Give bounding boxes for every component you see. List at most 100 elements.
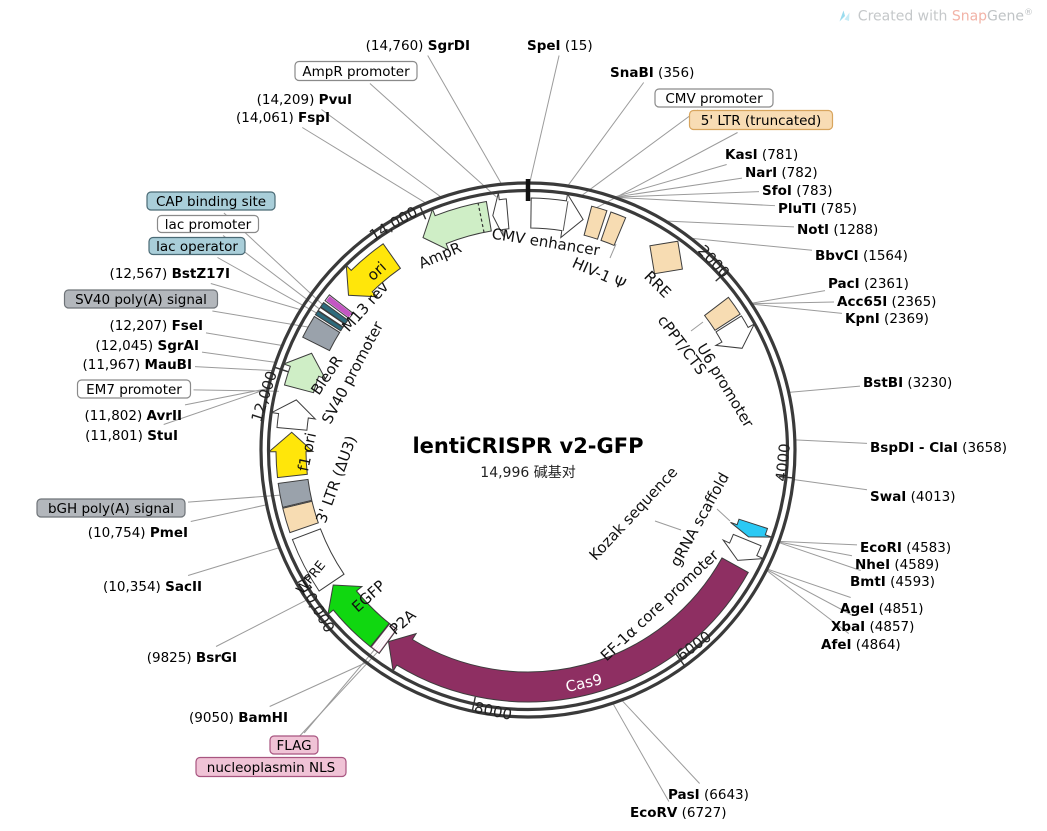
site-bstz17i[interactable]: (12,567) BstZ17I	[110, 266, 230, 282]
site-sacii[interactable]: (10,354) SacII	[103, 579, 202, 595]
cmv-promoter-label-box[interactable]	[654, 88, 774, 108]
feature-f1-ori[interactable]	[267, 431, 315, 479]
feature-hiv1-psi[interactable]	[600, 211, 627, 247]
site-pasi[interactable]: PasI (6643)	[668, 787, 749, 803]
site-fspi[interactable]: (14,061) FspI	[236, 110, 330, 126]
tick-14000	[419, 206, 427, 220]
tick-label-2000: 2000	[694, 241, 733, 281]
tick-6000	[675, 653, 685, 666]
watermark-text: Created with SnapGene®	[857, 8, 1033, 25]
site-bbvci[interactable]: BbvCI (1564)	[815, 248, 908, 264]
site-paci[interactable]: PacI (2361)	[828, 276, 909, 292]
tick-label-8000: 8000	[472, 698, 513, 724]
tick-10000	[297, 575, 310, 584]
5-ltr-label-box[interactable]	[688, 109, 834, 131]
site-nari[interactable]: NarI (782)	[745, 165, 818, 181]
plasmid-length: 14,996 碱基对	[480, 465, 576, 481]
tick-label-14000: 14,000	[366, 203, 420, 245]
site-pvui[interactable]: (14,209) PvuI	[257, 92, 352, 108]
flag-label[interactable]: FLAG	[276, 738, 311, 754]
em7-promoter-label[interactable]: EM7 promoter	[86, 382, 182, 398]
site-fsei[interactable]: (12,207) FseI	[110, 318, 204, 334]
feature-bgh-polya[interactable]	[277, 478, 313, 508]
feature-ef1a-core-promoter[interactable]	[721, 533, 766, 561]
site-bsrgi[interactable]: (9825) BsrGI	[147, 650, 237, 666]
flag-label-box[interactable]	[269, 735, 319, 755]
sv40-polya-label[interactable]: SV40 poly(A) signal	[75, 292, 207, 308]
map-label-hiv-1-: HIV-1 Ψ	[570, 254, 629, 293]
site-bspdi-clai[interactable]: BspDI - ClaI (3658)	[870, 440, 1007, 456]
site-ecori[interactable]: EcoRI (4583)	[860, 540, 951, 556]
site-maubi[interactable]: (11,967) MauBI	[82, 357, 192, 373]
site-bstbi[interactable]: BstBI (3230)	[863, 375, 952, 391]
map-label-rre: RRE	[640, 267, 674, 301]
site-sfoi[interactable]: SfoI (783)	[762, 183, 833, 199]
map-label-u6-promoter: U6 promoter	[693, 340, 758, 431]
plasmid-title: lentiCRISPR v2-GFP	[412, 434, 644, 458]
nucleoplasmin-nls-label[interactable]: nucleoplasmin NLS	[207, 760, 335, 776]
site-xbai[interactable]: XbaI (4857)	[831, 619, 914, 635]
features	[267, 192, 773, 703]
site-acc65i[interactable]: Acc65I (2365)	[837, 294, 936, 310]
lac-promoter-label-box[interactable]	[156, 214, 260, 234]
feature-wpre[interactable]	[291, 528, 345, 592]
nucleoplasmin-nls-label-box[interactable]	[195, 756, 347, 778]
feature-sv40-polya[interactable]	[302, 315, 341, 352]
bgh-polya-label[interactable]: bGH poly(A) signal	[48, 501, 174, 517]
feature-cppt-cts[interactable]	[703, 296, 741, 331]
lac-operator-label[interactable]: lac operator	[156, 239, 238, 255]
site-nhei[interactable]: NheI (4589)	[855, 557, 939, 573]
lac-promoter-label[interactable]: lac promoter	[165, 217, 252, 233]
lac-operator-label-box[interactable]	[148, 236, 246, 256]
feature-rre[interactable]	[649, 240, 683, 275]
5-ltr-label[interactable]: 5' LTR (truncated)	[701, 113, 822, 129]
cap-binding-site-label[interactable]: CAP binding site	[156, 194, 266, 210]
feature-u6-promoter[interactable]	[714, 315, 756, 349]
tick-4000	[779, 475, 793, 479]
feature-5-ltr-truncated[interactable]	[583, 205, 608, 240]
site-kasi[interactable]: KasI (781)	[725, 147, 798, 163]
site-kpni[interactable]: KpnI (2369)	[845, 311, 929, 327]
cap-binding-site-label-box[interactable]	[146, 191, 276, 211]
feature-cmv-enhancer-promoter[interactable]	[530, 192, 584, 239]
tick-12000	[274, 366, 289, 373]
site-noti[interactable]: NotI (1288)	[797, 222, 878, 238]
tick-2000	[715, 271, 727, 282]
em7-promoter-label-box[interactable]	[76, 379, 192, 399]
site-snabi[interactable]: SnaBI (356)	[610, 65, 694, 81]
site-swai[interactable]: SwaI (4013)	[870, 489, 956, 505]
feature-ori[interactable]	[345, 243, 402, 298]
sv40-polya-label-box[interactable]	[63, 289, 219, 309]
feature-ampr[interactable]	[422, 200, 492, 252]
tick-8000	[471, 696, 476, 711]
site-agei[interactable]: AgeI (4851)	[840, 601, 923, 617]
ampr-promoter-label[interactable]: AmpR promoter	[302, 64, 410, 80]
map-label-f1-ori: f1 ori	[294, 431, 320, 473]
feature-grna-scaffold[interactable]	[730, 518, 773, 538]
bgh-polya-label-box[interactable]	[36, 498, 186, 518]
feature-cap-binding-site[interactable]	[319, 301, 349, 325]
feature-ampr-promoter[interactable]	[492, 192, 510, 237]
site-avrii[interactable]: (11,802) AvrII	[84, 408, 182, 424]
snapgene-watermark[interactable]: Created with SnapGene®	[837, 8, 1033, 25]
site-stui[interactable]: (11,801) StuI	[85, 428, 178, 444]
site-afei[interactable]: AfeI (4864)	[821, 637, 901, 653]
feature-egfp[interactable]	[327, 584, 390, 648]
feature-sv40-promoter[interactable]	[270, 399, 317, 431]
site-sgrdi[interactable]: (14,760) SgrDI	[366, 38, 470, 54]
cmv-promoter-label[interactable]: CMV promoter	[665, 91, 763, 107]
site-spei[interactable]: SpeI (15)	[527, 38, 593, 54]
feature-cas9[interactable]	[387, 557, 749, 703]
feature-3-ltr-du3[interactable]	[282, 500, 319, 534]
ampr-promoter-label-box[interactable]	[294, 60, 418, 82]
site-pmei[interactable]: (10,754) PmeI	[88, 525, 188, 541]
feature-bleor[interactable]	[282, 352, 327, 394]
site-pluti[interactable]: PluTI (785)	[778, 201, 857, 217]
site-bmti[interactable]: BmtI (4593)	[850, 574, 935, 590]
site-sgrai[interactable]: (12,045) SgrAI	[95, 338, 199, 354]
site-bamhi[interactable]: (9050) BamHI	[189, 710, 288, 726]
site-ecorv[interactable]: EcoRV (6727)	[630, 805, 727, 821]
